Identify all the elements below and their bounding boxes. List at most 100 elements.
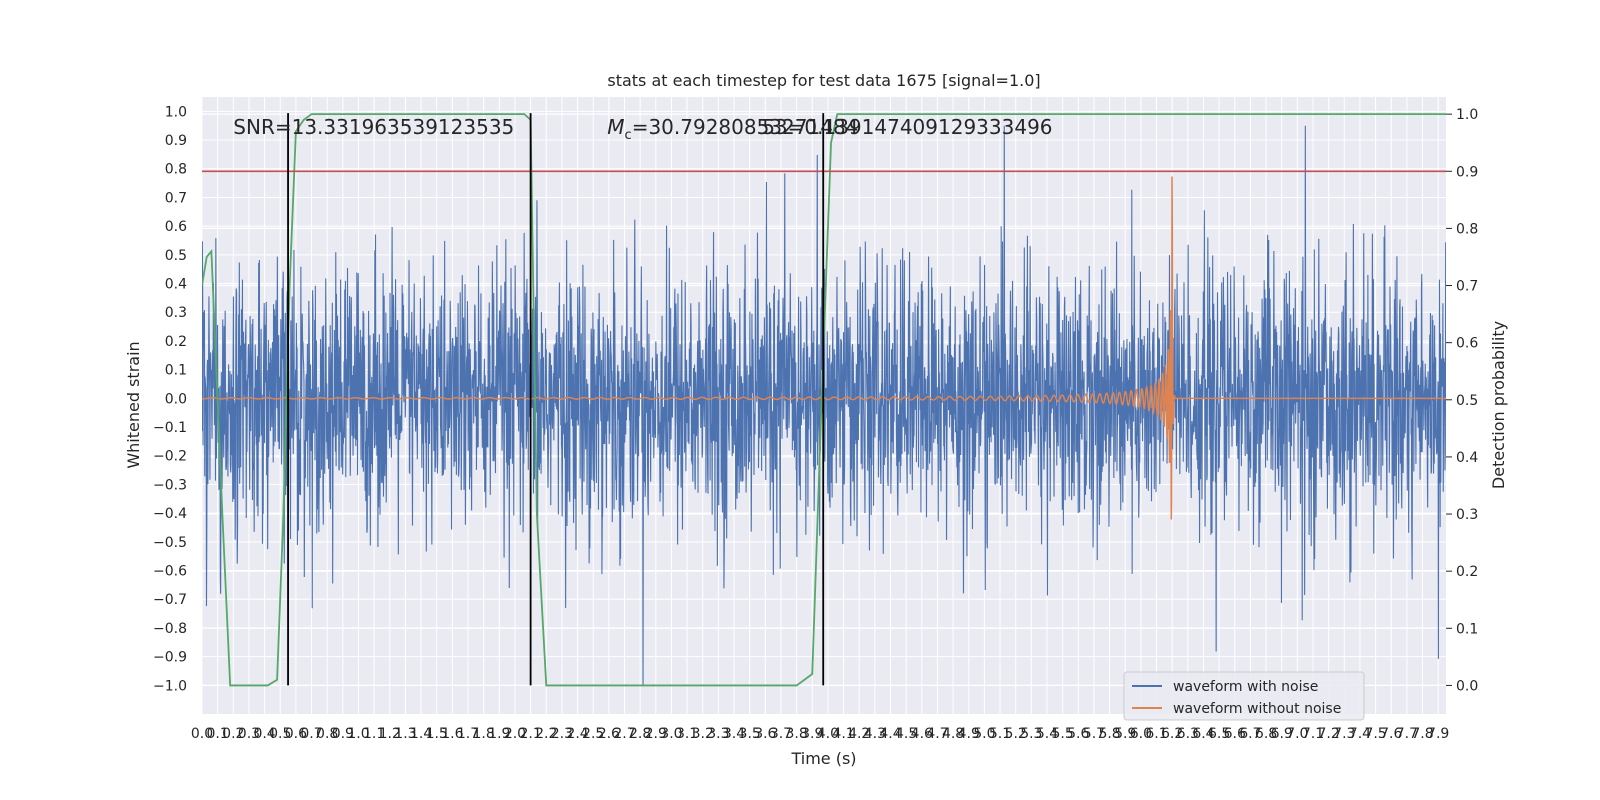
y-right-tick-1: 0.9: [1456, 164, 1478, 180]
x-tick-78: 7.8: [1411, 726, 1433, 742]
x-tick-27: 2.7: [613, 726, 635, 742]
annotation-2: 53=0.139147409129333496: [762, 115, 1052, 139]
x-tick-63: 6.3: [1177, 726, 1199, 742]
y-right-tick-labels: 1.0 0.9 0.8 0.7 0.6 0.5 0.4 0.3 0.2 0.1 0.0: [1446, 107, 1478, 694]
x-tick-7: 0.7: [300, 726, 322, 742]
x-tick-47: 4.7: [926, 726, 948, 742]
x-tick-71: 7.1: [1302, 726, 1324, 742]
x-tick-65: 6.5: [1208, 726, 1230, 742]
x-tick-72: 7.2: [1318, 726, 1340, 742]
x-tick-20: 2.0: [504, 726, 526, 742]
y-right-tick-2: 0.8: [1456, 221, 1478, 237]
y-right-tick-0: 1.0: [1456, 107, 1478, 123]
y-tick-3: 0.7: [165, 190, 187, 206]
x-tick-4: 0.4: [253, 726, 275, 742]
x-tick-64: 6.4: [1192, 726, 1214, 742]
x-tick-52: 5.2: [1005, 726, 1027, 742]
y-tick-6: 0.4: [165, 277, 187, 293]
y-tick-19: −0.9: [153, 650, 187, 666]
x-tick-labels: 0.00.10.20.30.40.50.60.70.80.91.01.11.21…: [191, 726, 1449, 742]
y-right-tick-6: 0.4: [1456, 450, 1478, 466]
y-right-axis-label: Detection probability: [1489, 321, 1508, 489]
x-tick-55: 5.5: [1051, 726, 1073, 742]
x-tick-54: 5.4: [1036, 726, 1058, 742]
x-tick-22: 2.2: [535, 726, 557, 742]
x-tick-18: 1.8: [473, 726, 495, 742]
y-right-tick-9: 0.1: [1456, 621, 1478, 637]
x-tick-49: 4.9: [958, 726, 980, 742]
x-tick-67: 6.7: [1239, 726, 1261, 742]
x-tick-68: 6.8: [1255, 726, 1277, 742]
x-tick-76: 7.6: [1380, 726, 1402, 742]
x-tick-77: 7.7: [1396, 726, 1418, 742]
x-tick-25: 2.5: [582, 726, 604, 742]
chart-title: stats at each timestep for test data 167…: [607, 71, 1040, 90]
annotations: SNR=13.331963539123535 Mc=30.792808532714…: [233, 115, 1052, 143]
y-tick-8: 0.2: [165, 334, 187, 350]
y-tick-15: −0.5: [153, 535, 187, 551]
y-tick-12: −0.2: [153, 449, 187, 465]
annotation-1: Mc=30.79280853271484: [607, 115, 858, 143]
x-tick-36: 3.6: [754, 726, 776, 742]
x-tick-5: 0.5: [269, 726, 291, 742]
x-tick-40: 4.0: [817, 726, 839, 742]
x-tick-57: 5.7: [1083, 726, 1105, 742]
x-tick-2: 0.2: [222, 726, 244, 742]
x-tick-73: 7.3: [1333, 726, 1355, 742]
x-tick-48: 4.8: [942, 726, 964, 742]
legend-label-clean: waveform without noise: [1173, 701, 1341, 717]
x-tick-34: 3.4: [723, 726, 745, 742]
x-tick-38: 3.8: [785, 726, 807, 742]
x-tick-8: 0.8: [316, 726, 338, 742]
x-axis-label: Time (s): [790, 749, 856, 768]
x-tick-33: 3.3: [707, 726, 729, 742]
x-tick-10: 1.0: [347, 726, 369, 742]
y-tick-5: 0.5: [165, 248, 187, 264]
y-tick-20: −1.0: [153, 678, 187, 694]
y-tick-7: 0.3: [165, 305, 187, 321]
y-tick-4: 0.6: [165, 219, 187, 235]
x-tick-50: 5.0: [973, 726, 995, 742]
annotation-0: SNR=13.331963539123535: [233, 115, 514, 139]
x-tick-12: 1.2: [379, 726, 401, 742]
y-tick-11: −0.1: [153, 420, 187, 436]
x-tick-1: 0.1: [207, 726, 229, 742]
x-tick-58: 5.8: [1098, 726, 1120, 742]
y-right-tick-7: 0.3: [1456, 507, 1478, 523]
x-tick-56: 5.6: [1067, 726, 1089, 742]
y-tick-9: 0.1: [165, 363, 187, 379]
x-tick-26: 2.6: [598, 726, 620, 742]
x-tick-66: 6.6: [1224, 726, 1246, 742]
x-tick-29: 2.9: [645, 726, 667, 742]
x-tick-0: 0.0: [191, 726, 213, 742]
x-tick-74: 7.4: [1349, 726, 1371, 742]
x-tick-24: 2.4: [566, 726, 588, 742]
x-tick-31: 3.1: [676, 726, 698, 742]
x-tick-3: 0.3: [238, 726, 260, 742]
y-right-tick-3: 0.7: [1456, 279, 1478, 295]
x-tick-59: 5.9: [1114, 726, 1136, 742]
vertical-markers: [287, 113, 825, 686]
y-tick-14: −0.4: [153, 506, 187, 522]
y-tick-17: −0.7: [153, 592, 187, 608]
y-tick-16: −0.6: [153, 564, 187, 580]
x-tick-43: 4.3: [864, 726, 886, 742]
x-tick-37: 3.7: [770, 726, 792, 742]
x-tick-32: 3.2: [692, 726, 714, 742]
y-tick-18: −0.8: [153, 621, 187, 637]
y-right-tick-10: 0.0: [1456, 678, 1478, 694]
x-tick-45: 4.5: [895, 726, 917, 742]
y-tick-13: −0.3: [153, 477, 187, 493]
x-tick-9: 0.9: [332, 726, 354, 742]
x-tick-46: 4.6: [911, 726, 933, 742]
x-tick-13: 1.3: [394, 726, 416, 742]
x-tick-70: 7.0: [1286, 726, 1308, 742]
x-tick-19: 1.9: [488, 726, 510, 742]
y-tick-labels: 1.0 0.9 0.8 0.7 0.6 0.5 0.4 0.3 0.2 0.1 0.0 −0.1 −0.…: [153, 104, 187, 694]
x-tick-35: 3.5: [739, 726, 761, 742]
x-tick-23: 2.3: [551, 726, 573, 742]
x-tick-21: 2.1: [519, 726, 541, 742]
x-tick-41: 4.1: [832, 726, 854, 742]
y-right-tick-5: 0.5: [1456, 393, 1478, 409]
